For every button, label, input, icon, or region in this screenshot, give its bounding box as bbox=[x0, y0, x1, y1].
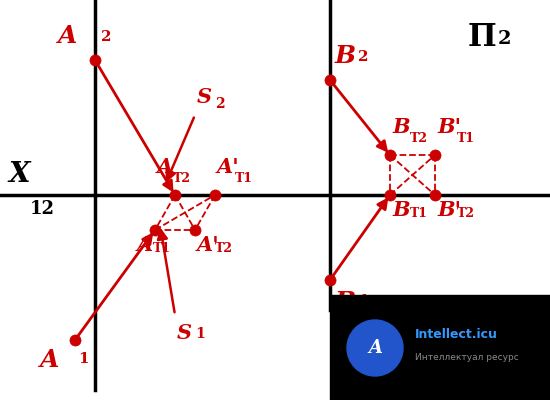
Text: 2: 2 bbox=[215, 97, 224, 111]
Text: T2: T2 bbox=[410, 132, 428, 145]
Text: A: A bbox=[137, 235, 153, 255]
Text: A: A bbox=[58, 24, 77, 48]
Text: Intellect.icu: Intellect.icu bbox=[415, 328, 498, 342]
Text: T1: T1 bbox=[410, 207, 428, 220]
Circle shape bbox=[347, 320, 403, 376]
Text: T2: T2 bbox=[173, 172, 191, 185]
Text: T2: T2 bbox=[457, 207, 475, 220]
Text: 2: 2 bbox=[498, 30, 512, 48]
Text: B: B bbox=[335, 44, 356, 68]
Text: S: S bbox=[177, 323, 192, 343]
Text: П: П bbox=[468, 22, 497, 53]
Text: 12: 12 bbox=[30, 200, 55, 218]
Text: 1: 1 bbox=[195, 327, 205, 341]
Text: B: B bbox=[392, 117, 410, 137]
Text: A': A' bbox=[197, 235, 219, 255]
Text: T1: T1 bbox=[457, 132, 475, 145]
Text: Интеллектуал ресурс: Интеллектуал ресурс bbox=[415, 354, 519, 362]
Text: T2: T2 bbox=[215, 242, 233, 255]
Text: X: X bbox=[8, 161, 30, 188]
Text: B': B' bbox=[437, 200, 461, 220]
Text: B: B bbox=[335, 290, 356, 314]
Bar bbox=[330, 295, 550, 400]
Text: 2: 2 bbox=[358, 50, 368, 64]
Text: B': B' bbox=[437, 117, 461, 137]
Text: A: A bbox=[157, 157, 173, 177]
Text: T1: T1 bbox=[153, 242, 171, 255]
Text: T1: T1 bbox=[235, 172, 253, 185]
Text: S: S bbox=[197, 87, 212, 107]
Text: A': A' bbox=[217, 157, 240, 177]
Text: 1: 1 bbox=[358, 294, 368, 308]
Text: A: A bbox=[368, 339, 382, 357]
Text: 1: 1 bbox=[78, 352, 89, 366]
Text: A: A bbox=[40, 348, 59, 372]
Text: 2: 2 bbox=[101, 30, 112, 44]
Text: B: B bbox=[392, 200, 410, 220]
